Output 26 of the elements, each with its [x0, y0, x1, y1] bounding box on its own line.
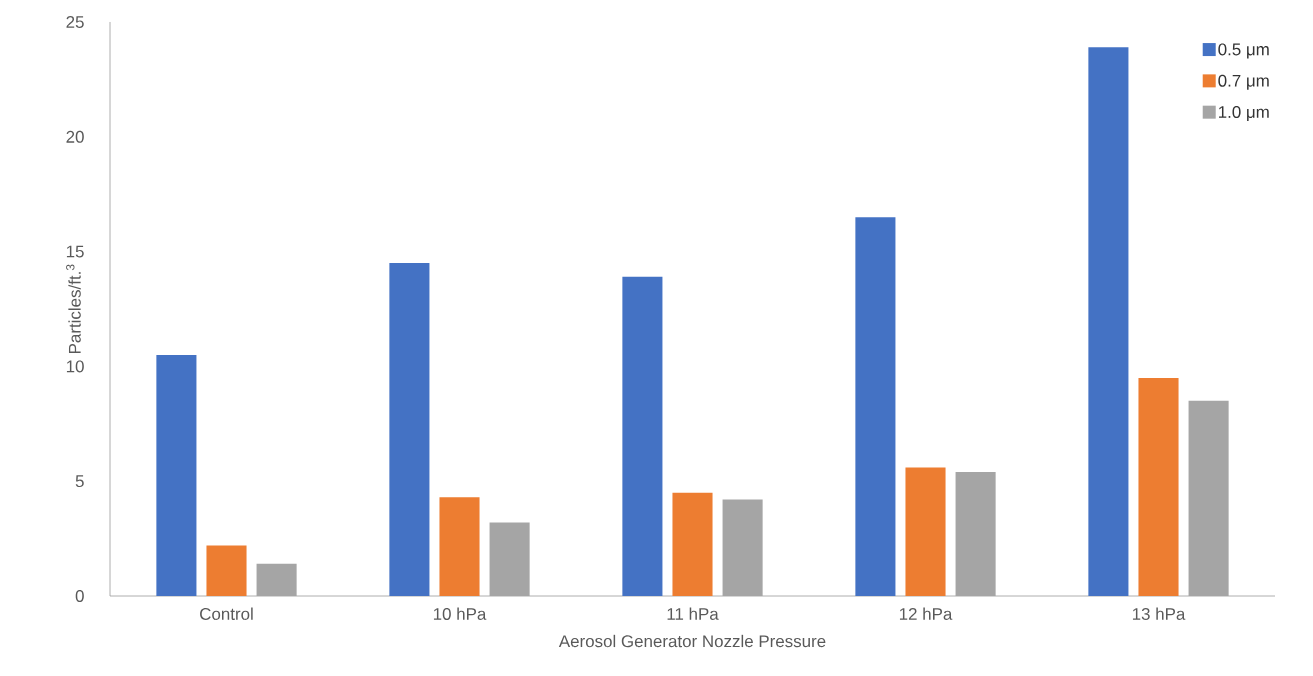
x-tick-label: 11 hPa — [667, 607, 719, 620]
y-tick-label: 15 — [66, 245, 84, 258]
legend-label: 0.7 μm — [1218, 74, 1269, 90]
bar — [622, 276, 663, 596]
bar — [389, 263, 430, 596]
x-tick-label: 12 hPa — [899, 607, 953, 620]
y-tick-label: 5 — [75, 475, 84, 488]
legend-label: 0.5 μm — [1218, 43, 1269, 59]
y-tick-label: 0 — [75, 590, 84, 602]
x-axis-title: Aerosol Generator Nozzle Pressure — [558, 634, 826, 648]
bar — [156, 354, 197, 596]
x-tick-label: Control — [200, 607, 253, 620]
y-tick-label: 20 — [66, 130, 84, 143]
y-tick-label: 25 — [66, 16, 84, 28]
y-tick-label: 10 — [66, 360, 84, 373]
bar — [1088, 47, 1129, 596]
bar — [439, 497, 480, 596]
bar — [855, 217, 896, 596]
bar — [1138, 377, 1179, 596]
x-tick-label: 10 hPa — [433, 607, 487, 620]
bar — [672, 492, 713, 596]
legend-label: 1.0 μm — [1219, 106, 1269, 122]
bar — [905, 467, 946, 596]
y-axis-title: Particles/ft.$^{3}$ — [66, 264, 81, 354]
bar — [206, 545, 247, 596]
x-tick-label: 13 hPa — [1132, 607, 1186, 620]
